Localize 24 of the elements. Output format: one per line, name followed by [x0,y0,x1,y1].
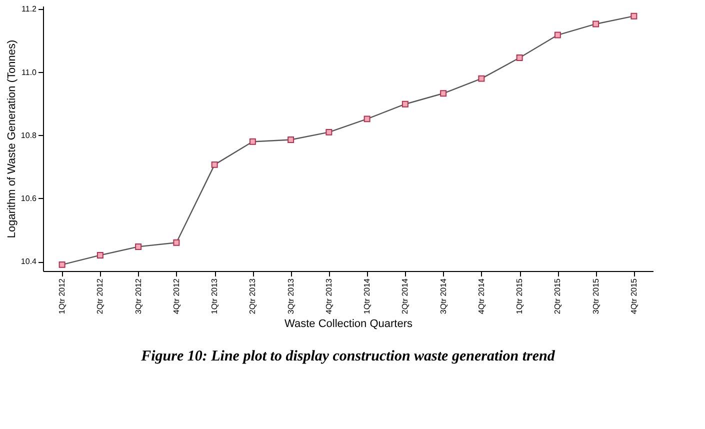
y-tick-label: 11.2 [22,4,38,14]
x-tick-label: 3Qtr 2012 [134,278,143,314]
y-axis-title: Logarithm of Waste Generation (Tonnes) [6,40,18,238]
x-tick-label: 1Qtr 2015 [515,278,524,314]
y-tick-label: 11.0 [22,68,38,77]
x-tick-label: 3Qtr 2013 [286,278,296,314]
x-tick-label: 1Qtr 2012 [58,278,67,314]
x-tick-label: 2Qtr 2012 [96,278,105,314]
y-tick-label: 10.8 [20,130,38,140]
x-axis-title: Waste Collection Quarters [284,318,413,330]
x-tick-label: 1Qtr 2014 [362,278,372,314]
x-tick-label: 2Qtr 2013 [248,278,258,314]
x-tick-label: 4Qtr 2013 [324,278,334,314]
x-tick-label: 4Qtr 2015 [629,278,638,314]
x-tick-label: 3Qtr 2014 [438,278,448,314]
y-tick-label: 10.4 [20,257,38,266]
x-tick-label: 1Qtr 2013 [210,278,220,314]
caption: Figure 10: Line plot to display construction waste generation trend [140,348,556,365]
x-tick-label: 4Qtr 2014 [476,278,486,314]
x-tick-label: 4Qtr 2012 [172,278,181,314]
x-tick-label: 2Qtr 2015 [553,278,562,314]
x-tick-label: 2Qtr 2014 [400,278,410,314]
y-tick-label: 10.6 [20,194,38,203]
x-tick-label: 3Qtr 2015 [591,278,600,314]
